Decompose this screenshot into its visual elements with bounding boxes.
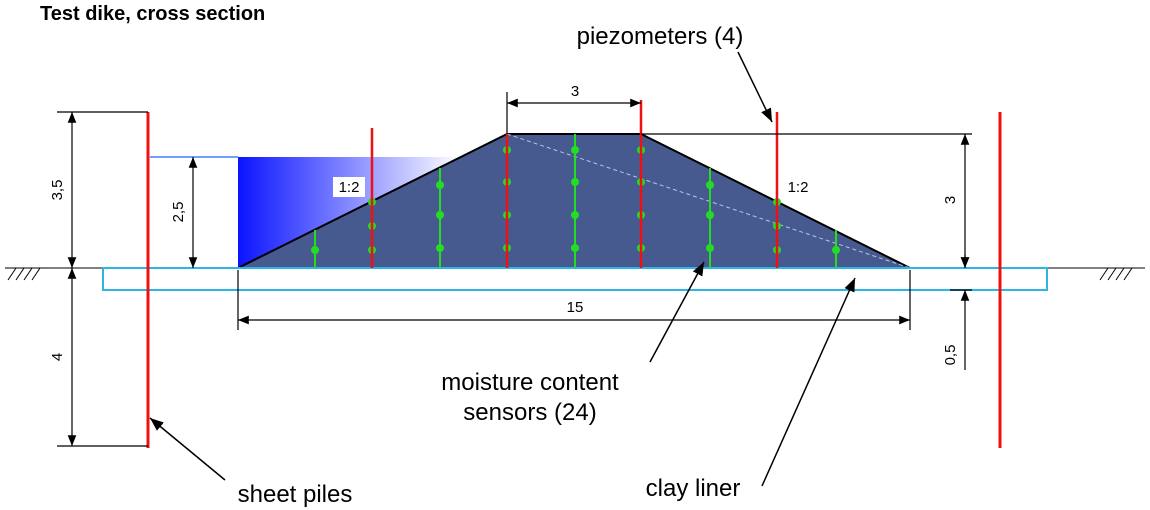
dim-label: 3 [571, 83, 579, 100]
label: sheet piles [238, 481, 353, 508]
ground [5, 267, 1145, 281]
clay-liner [102, 267, 1048, 291]
sheet-piles [146, 112, 1002, 448]
dim-label: 0,5 [942, 345, 959, 366]
title: Test dike, cross section [40, 3, 265, 25]
dimension-lines [57, 92, 972, 447]
dim-label: 3 [942, 196, 959, 204]
dimension-labels: 3 3,5 2,5 3 15 4 0,5 1:2 1:2 [49, 83, 959, 365]
dim-label: 15 [567, 299, 584, 316]
dim-label: 4 [49, 353, 66, 361]
label: moisture content [441, 369, 619, 396]
label: clay liner [646, 475, 741, 502]
dim-label: 3,5 [49, 180, 66, 201]
leader-arrows [149, 51, 856, 487]
slope-label-bg [333, 177, 365, 197]
slope-label: 1:2 [788, 179, 809, 196]
slope-label: 1:2 [339, 179, 360, 196]
label: piezometers (4) [577, 23, 744, 50]
dim-label: 2,5 [170, 202, 187, 223]
label: sensors (24) [463, 399, 596, 426]
piezometers [370, 100, 779, 268]
